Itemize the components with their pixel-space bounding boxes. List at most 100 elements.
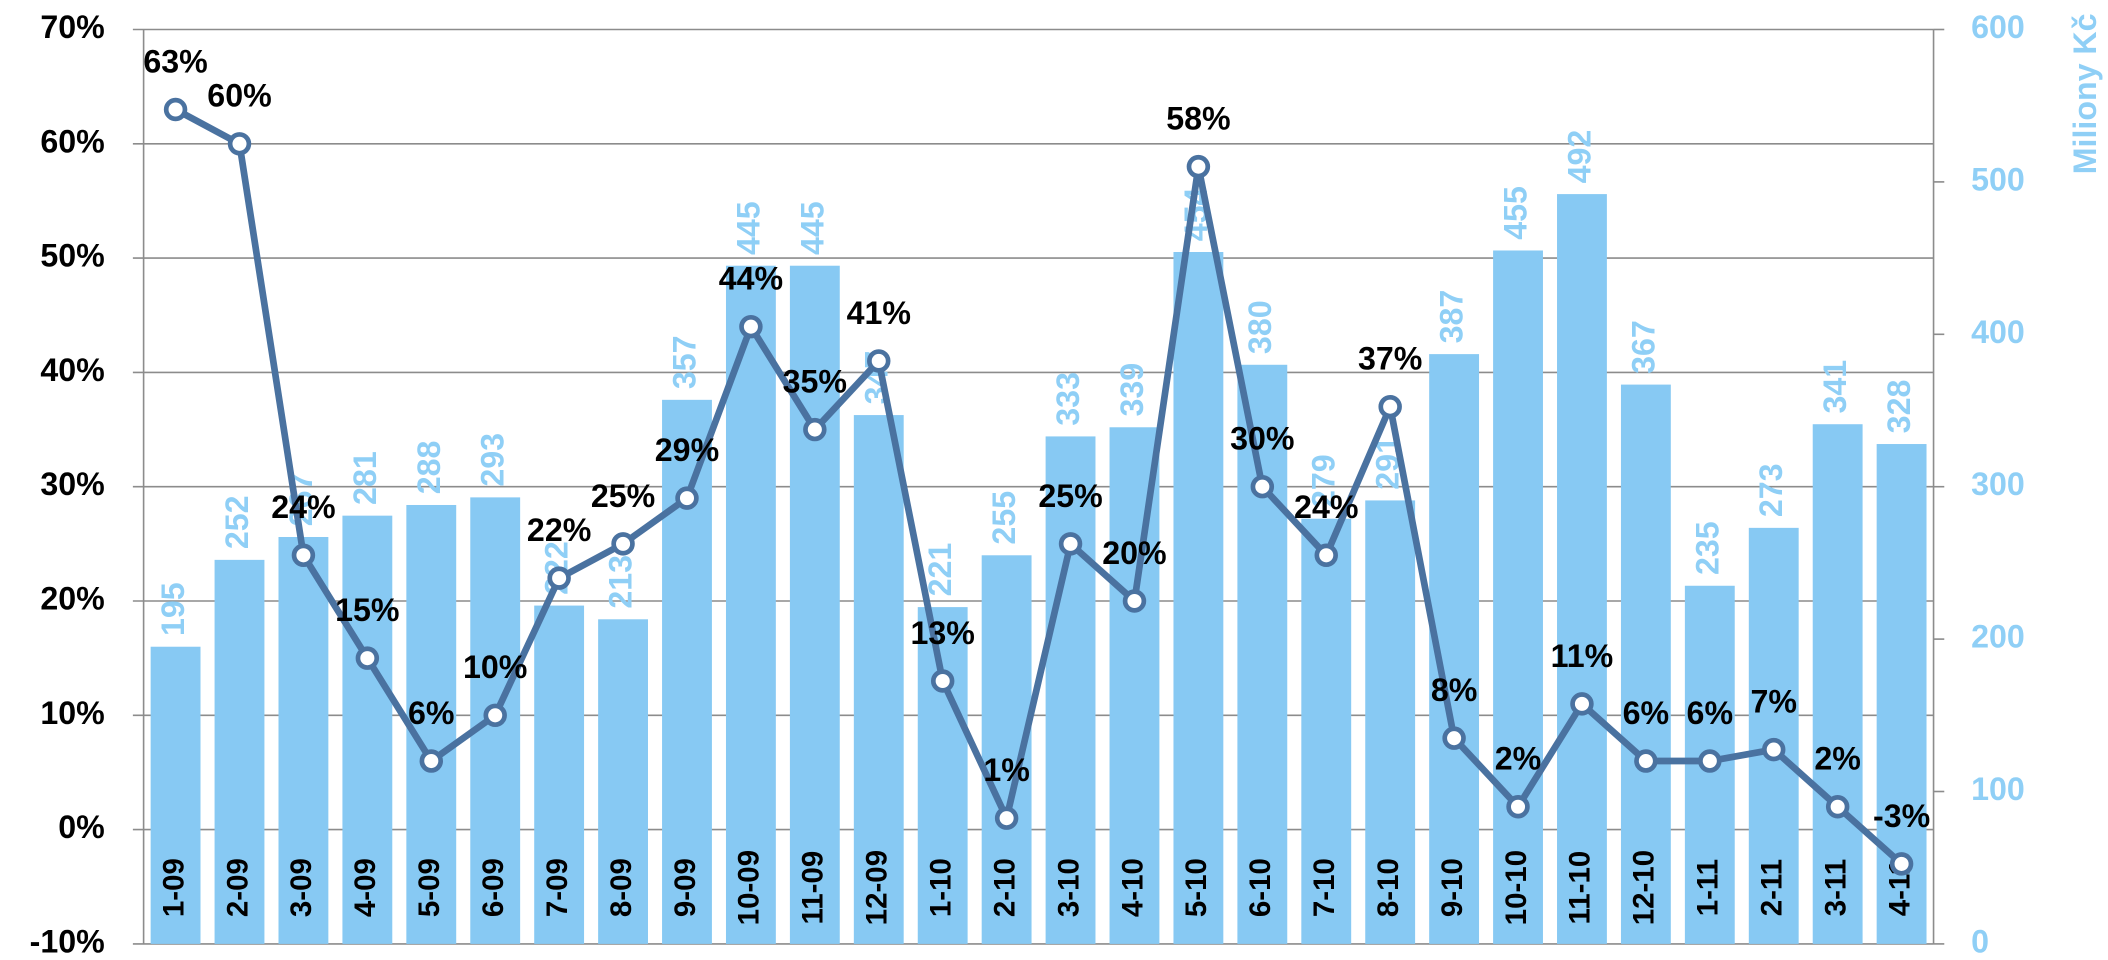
x-tick-label: 12-10 (1628, 850, 1661, 925)
line-marker (419, 749, 444, 773)
x-tick-label: 10-09 (733, 850, 766, 925)
line-marker (1762, 737, 1786, 762)
x-tick-label: 8-10 (1372, 858, 1405, 917)
bar (1237, 364, 1288, 944)
line-value-label: 58% (1166, 101, 1230, 137)
line-marker (930, 669, 955, 693)
bar (1812, 424, 1863, 944)
line-value-label: 24% (1294, 489, 1358, 525)
bar-value-label: 281 (347, 451, 383, 505)
bar-value-label: 339 (1114, 363, 1150, 417)
line-marker (867, 349, 891, 373)
line-marker (1314, 543, 1338, 568)
bar-value-label: 252 (219, 495, 255, 549)
line-value-label: 10% (463, 649, 527, 685)
line-value-label: 44% (719, 261, 783, 297)
bar (853, 415, 904, 944)
x-tick-label: 6-09 (477, 858, 510, 917)
line-value-label: 25% (1038, 478, 1102, 514)
y-tick-label: 70% (40, 9, 104, 45)
x-tick-label: 11-09 (797, 851, 830, 925)
x-tick-label: 1-11 (1692, 859, 1725, 916)
line-marker (739, 314, 763, 339)
bar (1109, 427, 1160, 944)
line-marker (1250, 474, 1275, 499)
bar (278, 536, 329, 944)
x-tick-label: 8-09 (605, 858, 638, 917)
x-tick-label: 2-10 (988, 858, 1021, 917)
bar-value-label: 293 (475, 433, 511, 487)
x-tick-label: 1-10 (924, 858, 957, 917)
bar (1620, 384, 1671, 944)
line-value-label: 30% (1230, 421, 1294, 457)
line-marker (1058, 532, 1083, 556)
y2-tick-label: 300 (1971, 466, 2025, 502)
line-value-label: 7% (1750, 684, 1796, 720)
x-tick-label: 12-09 (861, 850, 894, 925)
bar-value-label: 333 (1050, 372, 1086, 426)
line-marker (1570, 692, 1594, 716)
bar-value-label: 492 (1561, 130, 1597, 184)
line-marker (547, 566, 571, 590)
bar (1173, 252, 1224, 944)
bar-value-label: 387 (1434, 290, 1470, 344)
line-value-label: 24% (271, 489, 335, 525)
line-value-label: 37% (1358, 341, 1422, 377)
bar-value-label: 213 (603, 555, 639, 609)
line-value-label: 20% (1102, 535, 1166, 571)
bar-value-label: 445 (730, 201, 766, 255)
line-marker (1698, 749, 1722, 773)
line-marker (1825, 795, 1850, 819)
line-value-label: 15% (335, 592, 399, 628)
bar-value-label: 235 (1689, 521, 1725, 575)
line-marker (1634, 749, 1658, 773)
x-tick-label: 10-10 (1500, 850, 1533, 925)
line-marker (1122, 589, 1147, 613)
line-value-label: 2% (1495, 741, 1541, 777)
bar (917, 607, 968, 944)
line-marker (1506, 795, 1530, 819)
bar (534, 605, 585, 944)
bar-value-label: 357 (666, 335, 702, 389)
line-value-label: 1% (983, 752, 1029, 788)
line-value-label: 22% (527, 512, 591, 548)
bar-value-label: 445 (794, 201, 830, 255)
x-tick-label: 1-09 (157, 858, 190, 917)
y-tick-label: 50% (40, 238, 104, 274)
y-tick-label: 10% (40, 695, 104, 731)
bar-value-label: 255 (986, 491, 1022, 545)
line-marker (163, 97, 188, 122)
y2-tick-label: 0 (1971, 923, 1989, 959)
line-marker (675, 486, 699, 510)
y2-axis-title: Miliony Kč (2067, 13, 2103, 174)
line-value-label: 60% (207, 78, 271, 114)
x-tick-label: 11-10 (1564, 851, 1597, 925)
line-value-label: 8% (1431, 672, 1477, 708)
y2-tick-label: 100 (1971, 771, 2025, 807)
bar (1301, 518, 1352, 944)
y-tick-label: 0% (58, 809, 104, 845)
y2-tick-label: 600 (1971, 9, 2025, 45)
bar (342, 515, 393, 944)
line-value-label: 25% (591, 478, 655, 514)
line-value-label: 29% (655, 432, 719, 468)
bar (1748, 527, 1799, 944)
line-value-label: 11% (1551, 638, 1614, 674)
line-marker (227, 132, 252, 156)
line-marker (1889, 852, 1914, 876)
x-tick-label: 7-10 (1308, 858, 1341, 917)
x-tick-label: 9-09 (669, 858, 702, 917)
line-value-label: 41% (847, 295, 911, 331)
x-tick-label: 2-09 (221, 858, 254, 917)
line-marker (1186, 154, 1211, 179)
line-marker (1442, 726, 1466, 750)
line-marker (611, 532, 635, 556)
y-tick-label: 60% (40, 123, 104, 159)
x-tick-label: 6-10 (1244, 858, 1277, 917)
bar-value-label: 341 (1817, 360, 1853, 414)
line (173, 106, 1904, 867)
x-tick-label: 9-10 (1436, 858, 1469, 917)
bar-value-label: 380 (1242, 300, 1278, 354)
y-tick-label: 40% (40, 352, 104, 388)
bar (1557, 194, 1607, 944)
